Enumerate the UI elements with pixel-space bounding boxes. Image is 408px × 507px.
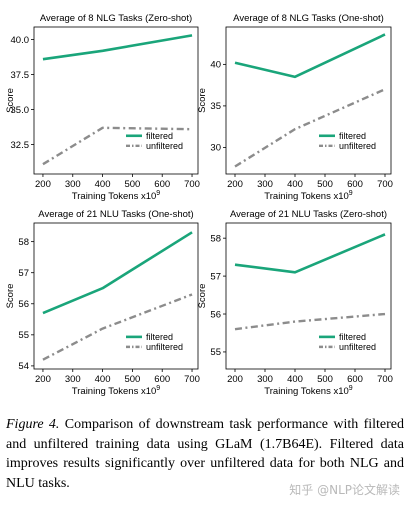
- legend-label-unfiltered: unfiltered: [339, 342, 376, 352]
- y-tick-label: 54: [18, 361, 29, 372]
- x-tick-label: 700: [184, 374, 200, 385]
- y-axis-label: Score: [197, 284, 208, 309]
- chart-title: Average of 8 NLG Tasks (Zero-shot): [40, 13, 192, 24]
- legend-label-filtered: filtered: [339, 332, 366, 342]
- plot-frame: [225, 26, 392, 175]
- x-tick-label: 400: [287, 374, 303, 385]
- caption-label: Figure 4.: [6, 417, 60, 432]
- x-tick-label: 600: [347, 179, 363, 190]
- y-tick-label: 55: [210, 347, 221, 358]
- plot-frame: [225, 222, 392, 370]
- y-tick-label: 58: [210, 233, 221, 244]
- series-line-unfiltered: [42, 293, 193, 361]
- y-tick-label: 40.0: [11, 35, 30, 46]
- x-tick-label: 700: [184, 179, 200, 190]
- chart-title: Average of 8 NLG Tasks (One-shot): [233, 13, 384, 24]
- y-tick-label: 57: [18, 268, 29, 279]
- y-tick-label: 57: [210, 271, 221, 282]
- figure-caption: Figure 4. Comparison of downstream task …: [6, 415, 404, 493]
- y-axis-label: Score: [5, 284, 16, 309]
- x-tick-label: 700: [377, 374, 393, 385]
- y-tick-label: 56: [18, 299, 29, 310]
- y-axis-label: Score: [197, 88, 208, 113]
- series-line-unfiltered: [42, 126, 193, 166]
- chart-title: Average of 21 NLU Tasks (One-shot): [38, 209, 193, 220]
- y-tick-label: 37.5: [11, 70, 30, 81]
- x-tick-label: 500: [124, 374, 140, 385]
- x-tick-label: 200: [227, 374, 243, 385]
- legend-label-unfiltered: unfiltered: [146, 141, 183, 151]
- y-tick-label: 40: [210, 60, 221, 71]
- chart-title: Average of 21 NLU Tasks (Zero-shot): [230, 209, 387, 220]
- y-tick-label: 35.0: [11, 105, 30, 116]
- x-axis-label: Training Tokens x109: [264, 385, 353, 397]
- y-tick-label: 56: [210, 309, 221, 320]
- x-axis-label: Training Tokens x109: [72, 190, 161, 202]
- chart-panel-4: Average of 21 NLU Tasks (Zero-shot) 200 30…: [197, 209, 393, 397]
- x-tick-label: 300: [65, 374, 81, 385]
- series-line-filtered: [234, 233, 386, 274]
- plot-frame: [33, 222, 199, 370]
- plot-frame: [33, 26, 199, 175]
- series-line-unfiltered: [234, 312, 386, 331]
- x-tick-label: 600: [154, 374, 170, 385]
- legend-label-unfiltered: unfiltered: [339, 141, 376, 151]
- series-line-unfiltered: [234, 88, 386, 168]
- y-tick-label: 30: [210, 143, 221, 154]
- x-tick-label: 300: [65, 179, 81, 190]
- chart-panel-1: Average of 8 NLG Tasks (Zero-shot) 200 300…: [5, 13, 200, 202]
- y-tick-label: 32.5: [11, 140, 30, 151]
- y-axis-label: Score: [5, 88, 16, 113]
- legend-label-filtered: filtered: [146, 332, 173, 342]
- x-tick-label: 500: [317, 179, 333, 190]
- x-tick-label: 200: [35, 179, 51, 190]
- x-tick-label: 400: [95, 374, 111, 385]
- x-tick-label: 500: [317, 374, 333, 385]
- y-tick-label: 35: [210, 101, 221, 112]
- y-tick-label: 58: [18, 237, 29, 248]
- x-axis-label: Training Tokens x109: [264, 190, 353, 202]
- legend-label-filtered: filtered: [146, 131, 173, 141]
- x-tick-label: 700: [377, 179, 393, 190]
- x-tick-label: 400: [95, 179, 111, 190]
- x-tick-label: 600: [154, 179, 170, 190]
- series-line-filtered: [42, 34, 193, 61]
- legend-label-unfiltered: unfiltered: [146, 342, 183, 352]
- series-line-filtered: [234, 33, 386, 79]
- x-tick-label: 500: [124, 179, 140, 190]
- caption-text: Comparison of downstream task performanc…: [6, 417, 404, 491]
- y-tick-label: 55: [18, 330, 29, 341]
- x-tick-label: 200: [35, 374, 51, 385]
- series-line-filtered: [42, 231, 193, 315]
- chart-panel-2: Average of 8 NLG Tasks (One-shot) 200 300 4…: [197, 13, 393, 202]
- legend-label-filtered: filtered: [339, 131, 366, 141]
- chart-panel-3: Average of 21 NLU Tasks (One-shot) 200 300…: [5, 209, 200, 397]
- x-tick-label: 300: [257, 374, 273, 385]
- x-axis-label: Training Tokens x109: [72, 385, 161, 397]
- watermark: 知乎 @NLP论文解读: [289, 483, 400, 497]
- x-tick-label: 400: [287, 179, 303, 190]
- x-tick-label: 600: [347, 374, 363, 385]
- x-tick-label: 300: [257, 179, 273, 190]
- x-tick-label: 200: [227, 179, 243, 190]
